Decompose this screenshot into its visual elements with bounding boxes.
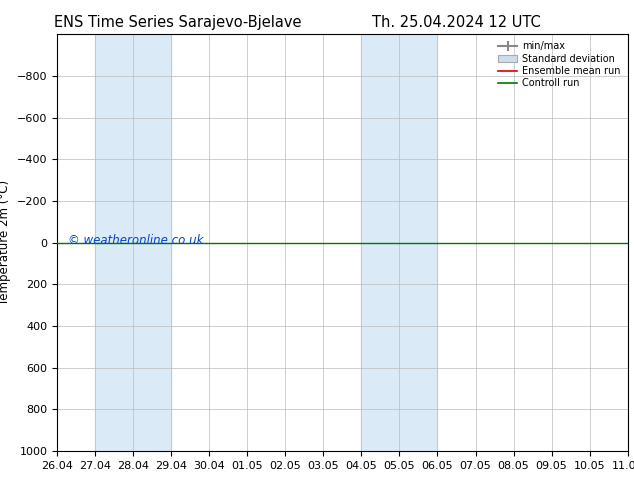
Bar xyxy=(628,34,634,451)
Legend: min/max, Standard deviation, Ensemble mean run, Controll run: min/max, Standard deviation, Ensemble me… xyxy=(496,39,623,90)
Text: Th. 25.04.2024 12 UTC: Th. 25.04.2024 12 UTC xyxy=(372,15,541,30)
Bar xyxy=(95,34,171,451)
Text: ENS Time Series Sarajevo-Bjelave: ENS Time Series Sarajevo-Bjelave xyxy=(54,15,301,30)
Y-axis label: Temperature 2m (°C): Temperature 2m (°C) xyxy=(0,180,11,305)
Text: © weatheronline.co.uk: © weatheronline.co.uk xyxy=(68,234,204,247)
Bar xyxy=(361,34,437,451)
